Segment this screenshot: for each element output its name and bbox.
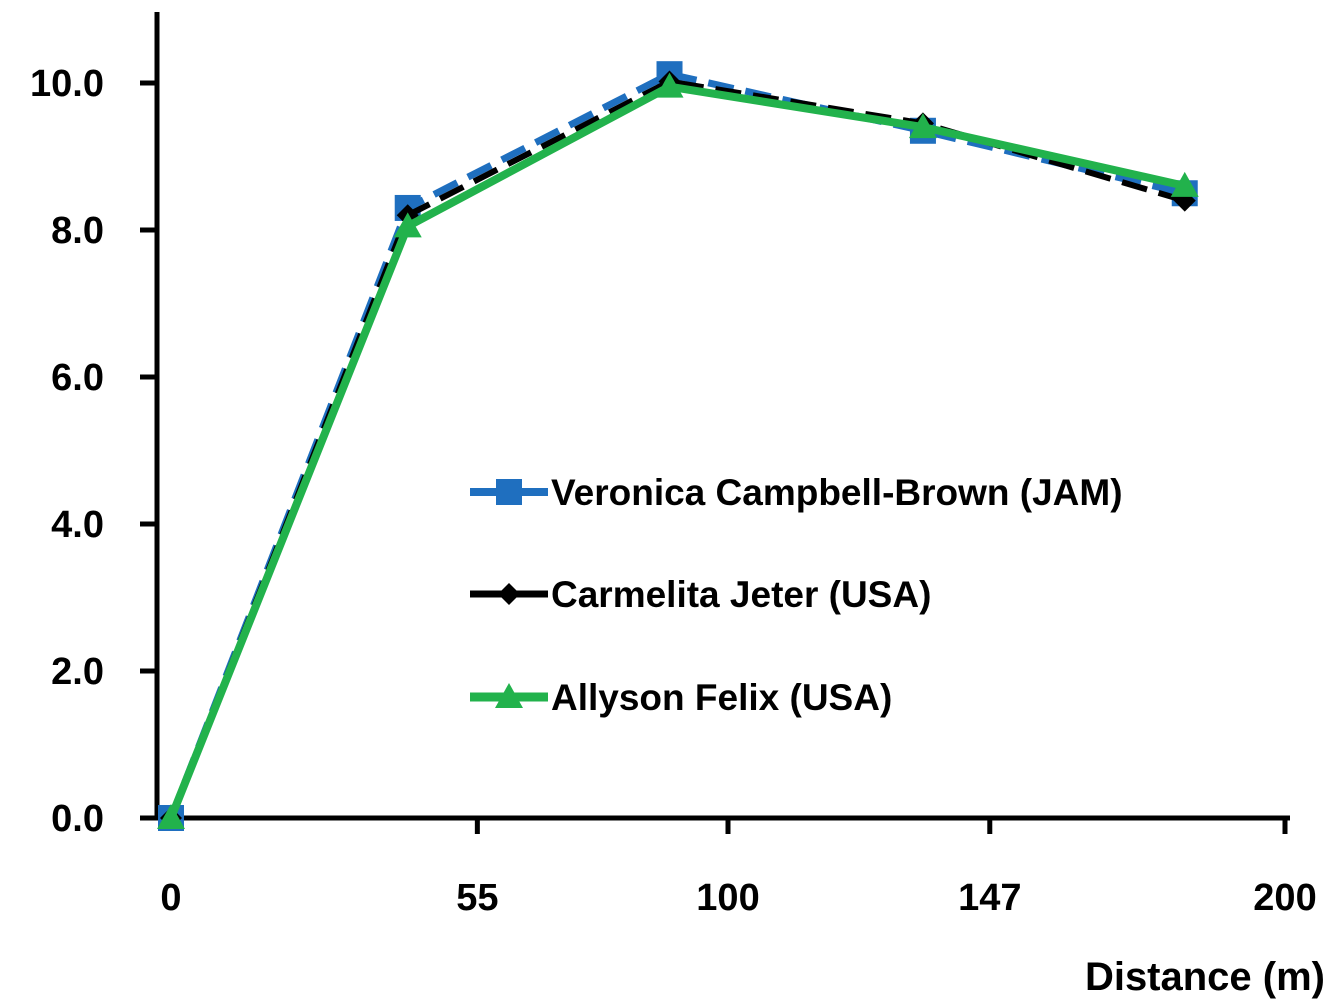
legend: Veronica Campbell-Brown (JAM) Carmelita J…	[470, 472, 1123, 718]
data-point	[157, 804, 185, 829]
y-tick-label: 6.0	[51, 357, 104, 399]
y-tick-label: 0.0	[51, 798, 104, 840]
series-3	[157, 72, 1199, 829]
data-point	[655, 72, 684, 98]
legend-marker	[495, 683, 523, 708]
x-tick-label: 200	[1253, 877, 1316, 919]
x-axis-ticks: 0 55 100 147 200	[160, 818, 1317, 919]
legend-label: Allyson Felix (USA)	[551, 677, 892, 718]
legend-marker	[498, 583, 520, 605]
x-tick-label: 0	[160, 877, 181, 919]
y-tick-label: 4.0	[51, 504, 104, 546]
legend-label: Carmelita Jeter (USA)	[551, 574, 931, 615]
y-tick-label: 8.0	[51, 210, 104, 252]
legend-marker	[496, 479, 522, 505]
x-axis-title: Distance (m)	[1085, 955, 1325, 999]
data-point	[1170, 171, 1199, 197]
data-point	[908, 113, 937, 139]
y-tick-label: 2.0	[51, 651, 104, 693]
data-point	[393, 212, 422, 238]
y-axis-ticks: 0.0 2.0 4.0 6.0 8.0 10.0	[30, 63, 157, 840]
x-tick-label: 100	[696, 877, 759, 919]
x-tick-label: 55	[456, 877, 498, 919]
legend-label: Veronica Campbell-Brown (JAM)	[551, 472, 1123, 513]
x-tick-label: 147	[958, 877, 1021, 919]
axes	[154, 12, 1290, 821]
y-tick-label: 10.0	[30, 63, 104, 105]
series-layer	[157, 61, 1199, 831]
